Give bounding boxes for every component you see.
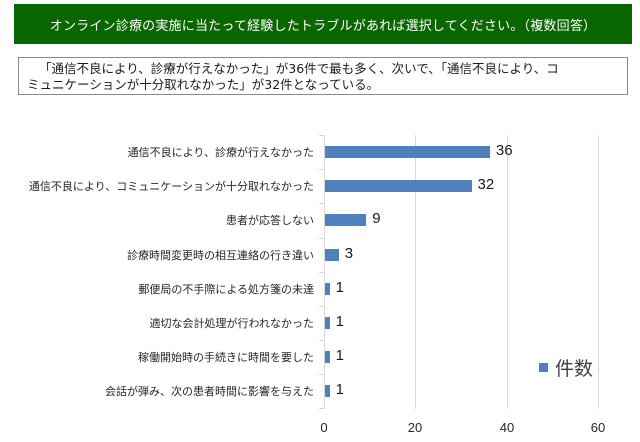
- bar: [325, 146, 490, 158]
- bar-row: 診療時間変更時の相互連絡の行き違い 3: [0, 238, 640, 272]
- gridline-20: [415, 135, 416, 409]
- question-title: オンライン診療の実施に当たって経験したトラブルがあれば選択してください。（複数回…: [49, 18, 597, 34]
- axis-tick: [319, 135, 324, 136]
- bar-row: 適切な会計処理が行われなかった 1: [0, 306, 640, 340]
- summary-line-2: ミュニケーションが十分取れなかった」が32件となっている。: [27, 77, 380, 92]
- category-label: 通信不良により、コミュニケーションが十分取れなかった: [28, 180, 314, 194]
- value-label: 1: [335, 347, 344, 365]
- category-label: 診療時間変更時の相互連絡の行き違い: [127, 248, 314, 262]
- value-label: 1: [335, 381, 344, 399]
- bar: [325, 385, 330, 398]
- axis-tick: [319, 340, 324, 341]
- category-label: 患者が応答しない: [226, 214, 314, 228]
- bar: [325, 214, 367, 227]
- plot-area: [319, 135, 624, 409]
- value-label: 9: [372, 210, 381, 228]
- gridline-40: [507, 135, 508, 409]
- category-label: 通信不良により、診療が行えなかった: [127, 146, 314, 159]
- legend-swatch-icon: [539, 363, 548, 372]
- bar-row: 郵便局の不手際による処方箋の未達 1: [0, 272, 640, 306]
- bar-row: 稼働開始時の手続きに時間を要した 1: [0, 340, 640, 374]
- legend: 件数: [539, 354, 593, 381]
- gridline-60: [598, 135, 599, 409]
- value-label: 3: [344, 244, 354, 262]
- axis-tick: [319, 238, 324, 239]
- value-label: 36: [495, 142, 513, 159]
- category-label: 稼働開始時の手続きに時間を要した: [138, 351, 314, 365]
- x-tick-label: 60: [590, 420, 606, 435]
- summary-box: 「通信不良により、診療が行えなかった」が36件で最も多く、次いで、「通信不良によ…: [18, 57, 628, 95]
- question-header: オンライン診療の実施に当たって経験したトラブルがあれば選択してください。（複数回…: [14, 4, 632, 44]
- x-tick-label: 20: [407, 420, 423, 435]
- bar-row: 通信不良により、コミュニケーションが十分取れなかった 32: [0, 169, 640, 203]
- bar: [325, 248, 339, 261]
- value-label: 1: [335, 313, 344, 330]
- y-axis-line: [324, 135, 325, 409]
- bar-row: 通信不良により、診療が行えなかった 36: [0, 135, 640, 169]
- axis-tick: [319, 203, 324, 204]
- bar-row: 会話が弾み、次の患者時間に影響を与えた 1: [0, 374, 640, 408]
- legend-label: 件数: [555, 358, 594, 380]
- axis-tick: [319, 374, 324, 375]
- axis-tick: [319, 169, 324, 170]
- summary-line-1: 「通信不良により、診療が行えなかった」が36件で最も多く、次いで、「通信不良によ…: [39, 61, 559, 76]
- bar: [325, 282, 330, 295]
- axis-tick: [319, 272, 324, 273]
- category-label: 適切な会計処理が行われなかった: [149, 317, 314, 330]
- x-tick-label: 0: [320, 420, 328, 435]
- bar: [325, 180, 472, 193]
- value-label: 1: [335, 278, 344, 296]
- axis-tick: [319, 306, 324, 307]
- bar-row: 患者が応答しない 9: [0, 203, 640, 237]
- category-label: 会話が弾み、次の患者時間に影響を与えた: [105, 385, 314, 399]
- axis-tick: [319, 408, 324, 409]
- value-label: 32: [477, 176, 495, 194]
- bar: [325, 317, 330, 329]
- x-tick-label: 40: [499, 420, 515, 435]
- bar: [325, 351, 330, 364]
- category-label: 郵便局の不手際による処方箋の未達: [138, 282, 314, 296]
